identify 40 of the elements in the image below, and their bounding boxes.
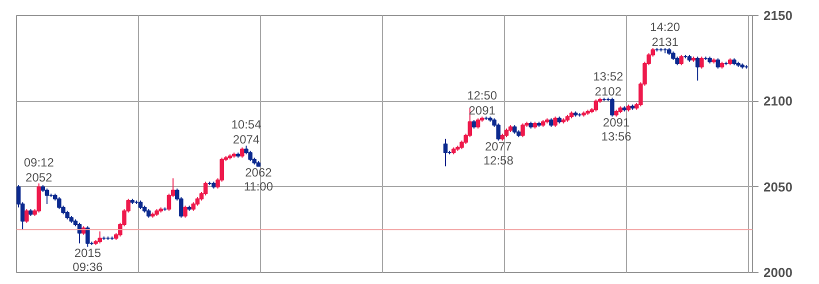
annotation: 12:50 (467, 88, 498, 103)
annotation: 2091 (602, 116, 630, 130)
y-tick-label: 2100 (764, 94, 792, 109)
candlestick (700, 56, 704, 70)
y-tick-label: 2000 (764, 265, 792, 280)
annotation: 09:36 (72, 260, 103, 274)
annotation: 2102 (594, 84, 622, 99)
annotation: 2074 (232, 132, 260, 147)
candlestick (695, 56, 700, 82)
candlestick (44, 188, 50, 204)
annotation: 2131 (652, 35, 679, 50)
annotation: 2062 (245, 165, 272, 180)
candlestick (679, 54, 684, 66)
candlestick (86, 226, 90, 248)
annotation: 14:20 (650, 20, 680, 34)
candlestick (240, 146, 244, 158)
annotation: 12:58 (483, 154, 514, 168)
annotation: 13:52 (593, 70, 624, 84)
annotation: 2052 (26, 170, 53, 184)
annotation: 11:00 (244, 179, 274, 194)
y-tick-label: 2150 (764, 8, 792, 23)
candlestick (594, 98, 598, 112)
candlestick (36, 182, 41, 214)
candlestick (98, 230, 102, 244)
candlestick (553, 116, 558, 128)
annotation: 09:12 (24, 155, 54, 170)
candlestick (183, 205, 188, 218)
annotation: 2015 (74, 246, 102, 260)
candlestick (476, 118, 480, 130)
candlestick (610, 97, 614, 118)
y-tick-label: 2050 (764, 179, 792, 194)
candlestick (443, 138, 448, 167)
annotation: 2077 (485, 140, 512, 154)
candlestick (24, 208, 29, 224)
annotation: 10:54 (231, 118, 262, 132)
annotation: 13:56 (601, 130, 632, 144)
candlestick (57, 196, 62, 210)
candlestick (520, 122, 525, 138)
candlestick (496, 122, 500, 142)
candlestick (716, 58, 720, 70)
